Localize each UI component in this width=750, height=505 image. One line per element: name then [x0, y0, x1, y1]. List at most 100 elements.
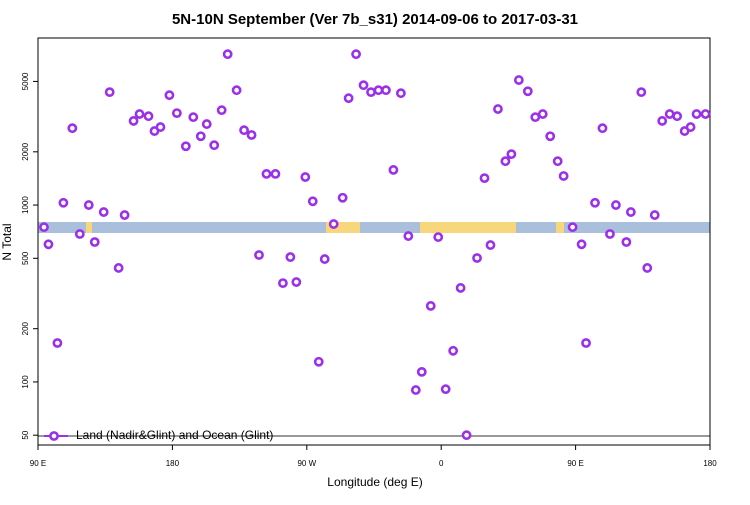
map-band [38, 222, 710, 233]
point [410, 385, 421, 395]
point [307, 196, 318, 207]
point [366, 87, 376, 98]
y-tick-label: 5000 [21, 72, 30, 90]
point [351, 49, 361, 60]
point [621, 237, 632, 247]
y-axis-label: N Total [0, 223, 14, 260]
point [39, 222, 49, 233]
y-tick-label: 500 [21, 251, 30, 265]
land-strip [420, 222, 516, 233]
point [98, 207, 109, 217]
point [625, 207, 636, 217]
point [254, 250, 264, 260]
y-tick-label: 200 [21, 321, 30, 335]
point [657, 116, 668, 126]
point [448, 345, 459, 356]
point [672, 111, 683, 122]
point [143, 111, 154, 122]
point [513, 75, 524, 85]
point [597, 123, 608, 134]
chart-title: 5N-10N September (Ver 7b_s31) 2014-09-06… [172, 11, 578, 28]
point [552, 156, 563, 167]
point [313, 356, 324, 367]
x-tick-label: 0 [439, 459, 444, 468]
point [403, 231, 414, 241]
point [381, 85, 391, 96]
point [485, 240, 496, 250]
point [388, 165, 399, 175]
point [545, 131, 556, 142]
point [180, 141, 191, 152]
point [58, 197, 69, 208]
point [416, 366, 427, 377]
point [134, 109, 145, 119]
point [67, 123, 78, 134]
point [104, 87, 115, 98]
point [188, 112, 199, 123]
point [611, 200, 621, 210]
point [691, 109, 702, 119]
point [636, 87, 647, 98]
point [358, 80, 369, 91]
point [231, 85, 242, 96]
point [270, 169, 281, 179]
point [164, 90, 175, 101]
point [83, 200, 94, 210]
point [216, 105, 227, 116]
point [113, 263, 124, 273]
point [700, 109, 711, 119]
point [642, 263, 653, 273]
point [506, 149, 517, 160]
point [52, 338, 63, 348]
point [343, 93, 354, 104]
x-axis-label: Longitude (deg E) [327, 475, 422, 489]
point [500, 156, 511, 167]
point [246, 130, 257, 140]
point [201, 119, 212, 129]
x-tick-label: 90 E [567, 459, 583, 468]
point [119, 210, 130, 220]
point [455, 283, 466, 293]
land-strip [556, 222, 564, 233]
point [472, 253, 482, 263]
x-tick-label: 180 [166, 459, 180, 468]
point [649, 210, 660, 220]
point [537, 109, 548, 119]
point [395, 88, 406, 99]
point [664, 109, 675, 119]
point [685, 122, 696, 132]
legend-label: Land (Nadir&Glint) and Ocean (Glint) [76, 428, 273, 442]
point [43, 239, 54, 250]
x-tick-label: 180 [703, 459, 717, 468]
y-tick-label: 100 [21, 375, 30, 389]
point [493, 104, 503, 114]
point [605, 229, 615, 239]
point [285, 252, 296, 262]
point [590, 197, 600, 208]
land-strip [86, 222, 92, 233]
point [373, 85, 384, 96]
x-tick-label: 90 W [297, 459, 316, 468]
point [300, 172, 311, 182]
point [74, 229, 85, 239]
point [278, 278, 288, 289]
point [425, 301, 436, 311]
point [440, 384, 451, 395]
point [89, 237, 100, 247]
point [328, 219, 339, 229]
point [433, 232, 444, 242]
point [195, 131, 206, 142]
point [522, 86, 533, 97]
point [479, 173, 490, 184]
land-strip [326, 222, 360, 233]
point [319, 254, 330, 264]
plot-frame [37, 37, 711, 446]
point [337, 192, 348, 203]
y-tick-label: 2000 [21, 142, 30, 160]
point [171, 108, 182, 119]
point [291, 277, 302, 287]
point [155, 122, 166, 132]
y-tick-label: 50 [21, 430, 30, 439]
point [576, 239, 587, 250]
